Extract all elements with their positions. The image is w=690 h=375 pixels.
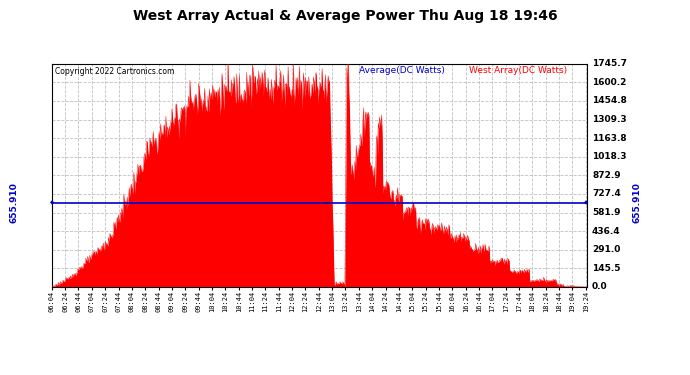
Text: 872.9: 872.9 <box>592 171 620 180</box>
Text: ◆: ◆ <box>50 201 54 206</box>
Text: ◆: ◆ <box>584 201 589 206</box>
Text: 291.0: 291.0 <box>592 245 620 254</box>
Text: 1018.3: 1018.3 <box>592 152 627 161</box>
Text: 0.0: 0.0 <box>592 282 608 291</box>
Text: 1309.3: 1309.3 <box>592 115 627 124</box>
Text: 1600.2: 1600.2 <box>592 78 627 87</box>
Text: 1163.8: 1163.8 <box>592 134 627 142</box>
Text: 436.4: 436.4 <box>592 226 620 236</box>
Text: 655.910: 655.910 <box>632 183 642 224</box>
Text: West Array(DC Watts): West Array(DC Watts) <box>469 66 567 75</box>
Text: West Array Actual & Average Power Thu Aug 18 19:46: West Array Actual & Average Power Thu Au… <box>132 9 558 23</box>
Text: 655.910: 655.910 <box>9 183 19 224</box>
Text: 727.4: 727.4 <box>592 189 621 198</box>
Text: 1745.7: 1745.7 <box>592 59 627 68</box>
Text: 1454.8: 1454.8 <box>592 96 627 105</box>
Text: 581.9: 581.9 <box>592 208 620 217</box>
Text: Average(DC Watts): Average(DC Watts) <box>359 66 444 75</box>
Text: Copyright 2022 Cartronics.com: Copyright 2022 Cartronics.com <box>55 68 175 76</box>
Text: 145.5: 145.5 <box>592 264 620 273</box>
